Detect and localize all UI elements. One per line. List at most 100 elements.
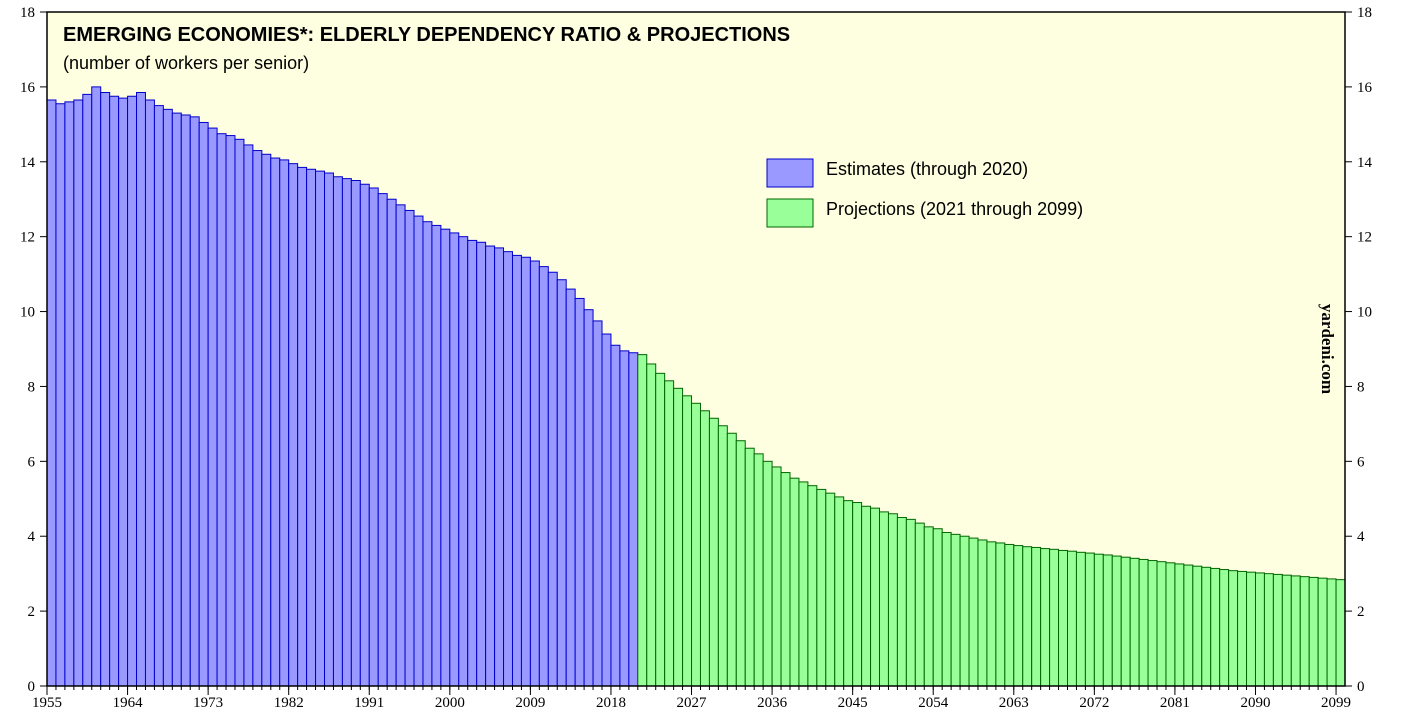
bar: [171, 112, 182, 687]
bar: [440, 228, 451, 687]
bar: [162, 108, 173, 687]
bar: [73, 99, 84, 687]
bar: [986, 541, 997, 687]
bar: [1138, 558, 1149, 687]
x-tick-label: 2018: [596, 695, 626, 711]
bar: [467, 239, 478, 687]
x-tick-label: 2099: [1321, 695, 1351, 711]
bar: [350, 180, 361, 687]
y2-tick-label: 6: [1357, 454, 1365, 470]
bar: [288, 163, 299, 687]
y-tick-label: 10: [20, 305, 35, 321]
y-tick-label: 8: [28, 379, 36, 395]
bar: [449, 232, 460, 687]
bar: [46, 99, 57, 687]
bar: [1290, 575, 1301, 687]
y-tick-label: 14: [20, 155, 36, 171]
bar: [914, 522, 925, 687]
bar: [64, 101, 75, 687]
bar: [1272, 573, 1283, 687]
bar: [1111, 555, 1122, 687]
bar: [207, 127, 218, 687]
bar: [1084, 552, 1095, 687]
bar: [977, 539, 988, 687]
bar: [315, 170, 326, 687]
bar: [673, 387, 684, 687]
bar: [270, 157, 281, 687]
bar: [127, 95, 138, 687]
bar: [852, 502, 863, 687]
x-tick-label: 1982: [274, 695, 304, 711]
y-tick-label: 16: [20, 80, 36, 96]
bar: [1165, 562, 1176, 687]
bar: [807, 485, 818, 687]
bar: [619, 350, 630, 687]
x-tick-label: 2000: [435, 695, 465, 711]
bar: [511, 254, 522, 687]
y2-tick-label: 0: [1357, 679, 1365, 695]
bar: [1040, 548, 1051, 687]
bar: [1237, 570, 1248, 687]
bar: [243, 144, 254, 687]
bar: [55, 103, 66, 687]
y2-tick-label: 2: [1357, 604, 1365, 620]
bar: [306, 168, 317, 687]
bar: [1102, 554, 1113, 687]
bar: [905, 518, 916, 687]
x-tick-label: 2072: [1079, 695, 1109, 711]
bar: [1093, 553, 1104, 687]
bar: [261, 153, 272, 687]
bar: [1075, 551, 1086, 687]
bar: [297, 166, 308, 687]
bar: [601, 333, 612, 687]
x-tick-label: 2009: [515, 695, 545, 711]
plot-frame: [46, 11, 1346, 687]
chart-subtitle: (number of workers per senior): [63, 53, 309, 73]
bar: [941, 531, 952, 687]
bar: [1129, 557, 1140, 687]
bar: [655, 372, 666, 687]
bar: [458, 236, 469, 687]
bar: [1317, 577, 1328, 687]
bar: [225, 135, 236, 687]
bar: [1246, 571, 1256, 687]
bar: [1013, 545, 1024, 687]
legend-swatch: [766, 198, 814, 228]
y2-tick-label: 14: [1357, 155, 1373, 171]
bar: [279, 159, 290, 687]
y2-tick-label: 10: [1357, 305, 1372, 321]
bar: [395, 204, 406, 687]
y2-tick-label: 16: [1357, 80, 1373, 96]
bar: [377, 193, 388, 687]
bar: [1254, 572, 1265, 687]
bar: [1263, 573, 1274, 687]
bar: [144, 99, 155, 687]
x-tick-label: 2090: [1240, 695, 1270, 711]
y2-tick-label: 8: [1357, 379, 1365, 395]
bar: [118, 97, 129, 687]
bar: [538, 266, 549, 687]
y2-tick-label: 4: [1357, 529, 1365, 545]
legend-swatch: [766, 158, 814, 188]
bar: [359, 183, 370, 687]
bar: [189, 116, 200, 687]
bar: [583, 309, 594, 687]
bar: [816, 488, 827, 687]
bar: [610, 344, 621, 687]
bar: [1183, 564, 1194, 687]
chart-title: EMERGING ECONOMIES*: ELDERLY DEPENDENCY …: [63, 24, 790, 46]
bar: [1147, 560, 1158, 687]
bar: [995, 542, 1006, 687]
bar: [109, 95, 120, 687]
bar: [664, 380, 675, 687]
y-tick-label: 2: [28, 604, 36, 620]
bar: [879, 511, 889, 687]
bar: [861, 505, 872, 687]
bar: [574, 297, 585, 687]
bar: [887, 513, 898, 687]
bar: [324, 172, 334, 687]
bar: [565, 288, 576, 687]
bar: [1156, 561, 1167, 687]
bar: [485, 245, 496, 687]
